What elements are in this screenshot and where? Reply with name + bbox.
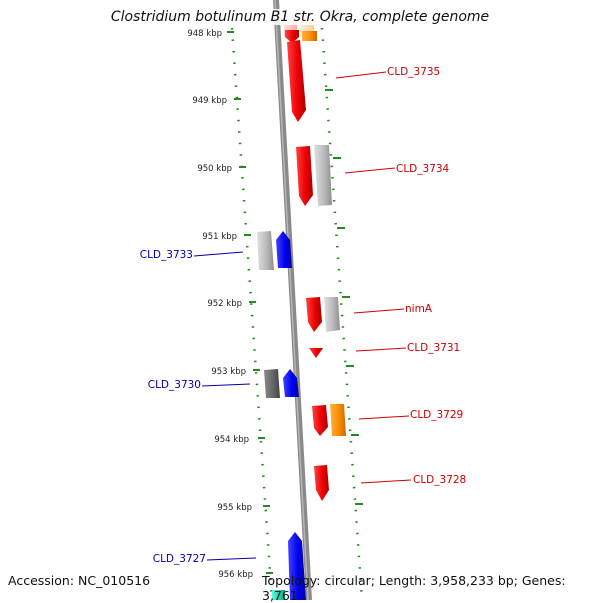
gene-label[interactable]: CLD_3731 [407,342,460,354]
reverse-leaders [193,251,257,561]
ruler-label: 950 kbp [197,164,232,174]
gene-cld-3729-orange[interactable] [330,404,346,436]
gene-label[interactable]: CLD_3730 [148,379,201,391]
genome-backbone [273,0,312,600]
gene-cld-3727[interactable] [288,532,306,600]
gene-label[interactable]: CLD_3727 [153,553,206,565]
forward-leaders [335,71,412,484]
gene-cld-3735[interactable] [287,40,306,122]
ruler-label: 954 kbp [214,435,249,445]
genome-backbone-highlight [274,0,309,600]
accession-label: Accession: NC_010516 [8,573,151,588]
gene-cld-3729[interactable] [312,405,328,436]
ruler-label: 948 kbp [187,29,222,39]
forward-labels: CLD_3735 CLD_3734 nimA CLD_3731 CLD_3729… [387,66,466,486]
gene-label[interactable]: CLD_3734 [396,163,450,175]
ruler-label: 953 kbp [211,367,246,377]
gene-cld-3734[interactable] [296,146,313,206]
gene-cld-3728[interactable] [314,465,329,501]
gene-top-red [285,30,299,43]
gene-cld-3733-grey[interactable] [257,231,274,270]
ruler-label: 951 kbp [202,232,237,242]
gene-cld-3730-dark[interactable] [264,369,280,398]
gene-cld-3733[interactable] [276,231,292,268]
ruler-label: 952 kbp [207,299,242,309]
ruler-label: 949 kbp [192,96,227,106]
reverse-labels: CLD_3733 CLD_3730 CLD_3727 [140,249,206,565]
gene-cld-3731[interactable] [309,348,323,358]
ruler-right [325,89,363,505]
ruler-left: 948 kbp 949 kbp 950 kbp 951 kbp 952 kbp … [187,29,273,580]
reverse-genes [257,231,306,600]
ruler-label: 955 kbp [217,503,252,513]
gene-label[interactable]: nimA [405,303,433,315]
forward-genes [284,20,346,501]
gene-cld-3730[interactable] [283,369,299,397]
ruler-label: 956 kbp [218,570,253,580]
genome-summary: Topology: circular; Length: 3,958,233 bp… [262,573,566,603]
gene-label[interactable]: CLD_3735 [387,66,440,78]
gene-label[interactable]: CLD_3729 [410,409,463,421]
gene-nima[interactable] [306,297,322,332]
gene-label[interactable]: CLD_3728 [413,474,466,486]
gene-cld-3734-grey[interactable] [314,145,332,206]
gene-bottom-teal [272,590,285,600]
gene-top-orange [302,31,317,41]
map-title: Clostridium botulinum B1 str. Okra, comp… [0,9,600,25]
gene-nima-grey[interactable] [324,297,340,332]
ruler-track-left [230,27,274,600]
gene-label[interactable]: CLD_3733 [140,249,193,261]
